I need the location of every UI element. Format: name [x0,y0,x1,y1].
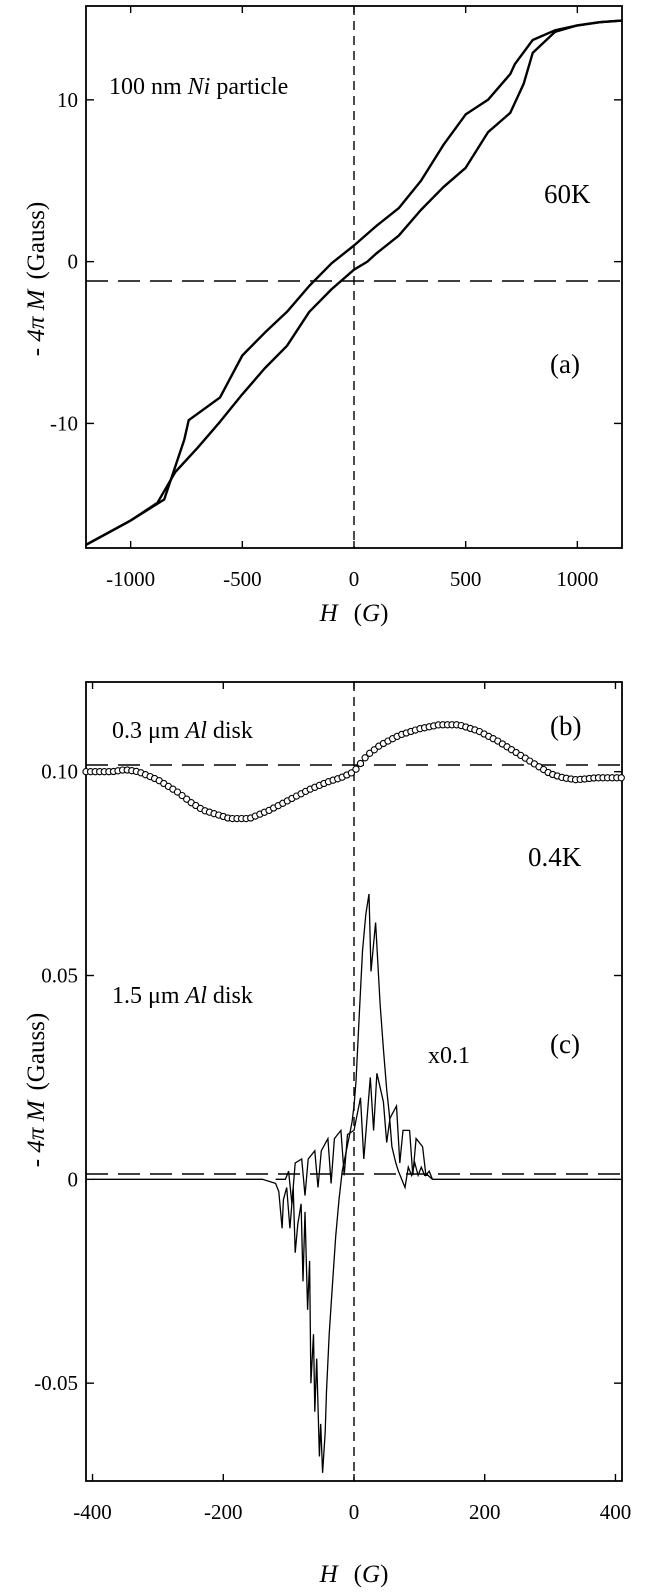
panel-b-data-point [617,774,625,782]
panel-c-scale-note: x0.1 [428,1043,470,1069]
panel-b-data-point [347,769,356,777]
panel-a-series [85,19,623,546]
panel-a-x-tick-label: -500 [223,567,262,591]
panel-c-panel-label: (c) [550,1029,580,1059]
panel-bc-x-tick-label: -400 [73,1500,112,1524]
panel-b-data-point [352,765,360,773]
panel-b-data-point [356,759,365,768]
panel-bc-y-tick-label: 0 [68,1167,79,1191]
panel-bc: -400 -200 0 200 400 -0.05 0 0.05 0.10 0.3 μm Al … [23,681,631,1588]
panel-bc-y-tick-label: 0.05 [41,964,78,988]
panel-b-sample-annotation: 0.3 μm Al disk [112,718,253,744]
panel-a-x-axis-label: H (G) [319,600,389,627]
panel-a-y-tick-label: 10 [57,88,78,112]
panel-bc-y-tick-label: -0.05 [34,1371,78,1395]
panel-a-temperature-label: 60K [544,179,591,209]
panel-bc-x-tick-label: 400 [600,1500,632,1524]
panel-bc-ticks: -400 -200 0 200 400 -0.05 0 0.05 0.10 [34,682,631,1524]
panel-a-hysteresis-branch-2 [85,19,623,546]
panel-c-trace-2 [275,1073,434,1204]
panel-c-sample-annotation: 1.5 μm Al disk [112,983,253,1009]
panel-bc-series [82,721,625,1473]
panel-b-panel-label: (b) [550,711,581,741]
panel-a-y-tick-label: 0 [68,250,79,274]
panel-bc-y-axis-label: - 4π M(Gauss) [23,1013,50,1167]
panel-a: -1000 -500 0 500 1000 -10 0 10 100 nm Ni partic… [23,5,623,627]
panel-a-x-tick-label: -1000 [106,567,155,591]
panel-bc-temperature-label: 0.4K [528,842,582,872]
panel-b-data-point [361,754,369,762]
panel-bc-x-tick-label: 200 [469,1500,501,1524]
panel-a-panel-label: (a) [550,349,580,379]
panel-a-x-tick-label: 0 [349,567,360,591]
panel-bc-x-tick-label: -200 [204,1500,243,1524]
panel-a-ticks: -1000 -500 0 500 1000 -10 0 10 [50,6,622,591]
panel-bc-x-tick-label: 0 [349,1500,360,1524]
panel-a-hysteresis-branch-1 [85,19,623,546]
panel-a-x-tick-label: 1000 [556,567,598,591]
panel-a-x-tick-label: 500 [450,567,482,591]
panel-bc-y-tick-label: 0.10 [41,760,78,784]
panel-a-sample-annotation: 100 nm Ni particle [109,74,288,100]
panel-bc-x-axis-label: H (G) [319,1561,389,1588]
panel-b-data-point [178,791,186,800]
panel-a-y-tick-label: -10 [50,411,78,435]
panel-a-y-axis-label: - 4π M(Gauss) [23,202,50,356]
